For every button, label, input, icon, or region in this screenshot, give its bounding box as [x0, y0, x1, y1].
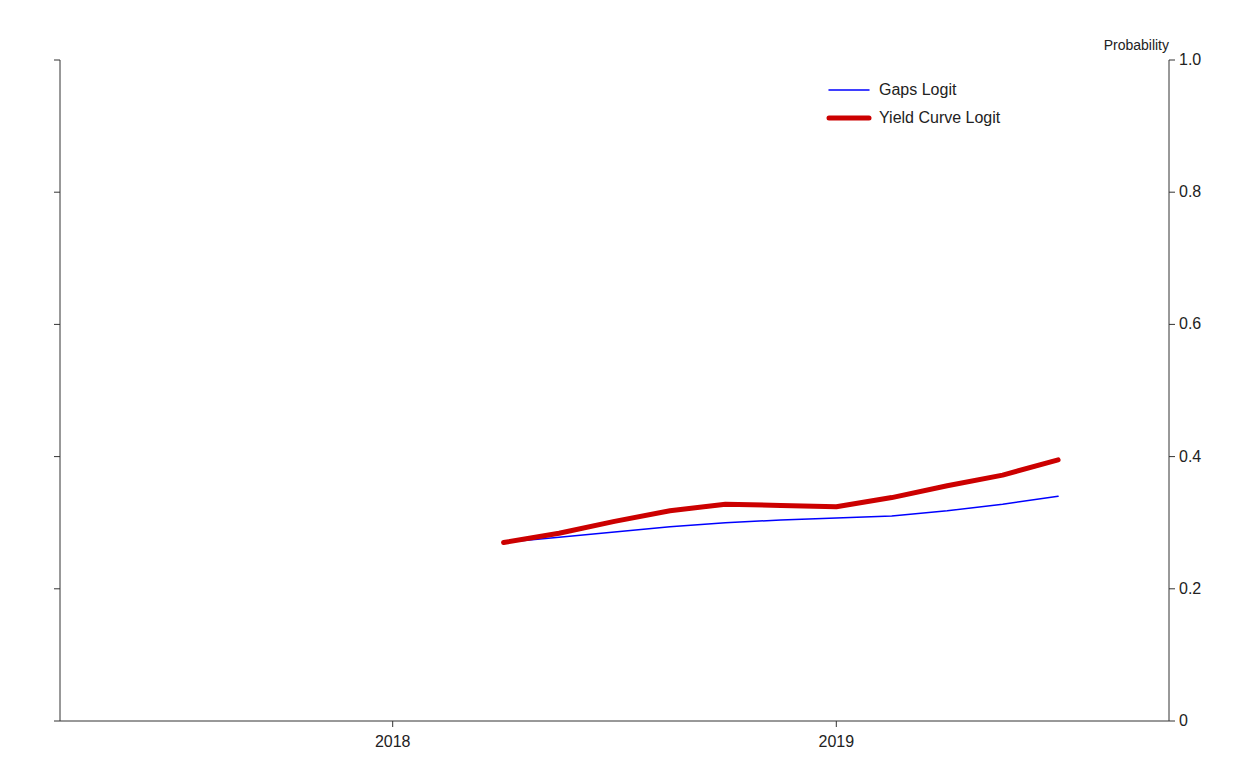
y-tick-label: 0	[1179, 712, 1188, 729]
plot-area	[504, 460, 1059, 543]
legend-swatch	[829, 89, 869, 91]
background	[0, 0, 1259, 781]
y-tick-left	[54, 192, 60, 193]
y-tick-label: 1.0	[1179, 51, 1201, 68]
y-axis-label: Probability	[1104, 37, 1169, 53]
y-tick	[1169, 588, 1175, 589]
y-tick-left	[54, 456, 60, 457]
y-tick-left	[54, 60, 60, 61]
x-tick-label: 2019	[819, 733, 855, 750]
series-line	[504, 460, 1059, 543]
y-tick	[1169, 721, 1175, 722]
legend-swatch	[829, 116, 869, 121]
y-tick	[1169, 324, 1175, 325]
left-axis-line	[60, 60, 61, 721]
x-tick-label: 2018	[375, 733, 411, 750]
y-tick-label: 0.8	[1179, 183, 1201, 200]
legend: Gaps Logit Yield Curve Logit	[829, 81, 1001, 126]
y-tick	[1169, 192, 1175, 193]
y-tick	[1169, 60, 1175, 61]
x-axis-line	[60, 721, 1169, 722]
y-tick	[1169, 456, 1175, 457]
legend-label: Gaps Logit	[879, 81, 957, 98]
y-tick-label: 0.4	[1179, 448, 1201, 465]
x-tick	[392, 721, 393, 727]
y-tick-label: 0.2	[1179, 580, 1201, 597]
y-tick-left	[54, 324, 60, 325]
y-tick-label: 0.6	[1179, 315, 1201, 332]
chart-svg: 2018 2019 0 0.2 0.4 0.6 0.8 1.0 Probability Gaps …	[0, 0, 1259, 781]
y-axis-line	[1169, 60, 1170, 721]
x-tick	[836, 721, 837, 727]
y-tick-left	[54, 721, 60, 722]
chart-container: 2018 2019 0 0.2 0.4 0.6 0.8 1.0 Probability Gaps …	[0, 0, 1259, 781]
legend-label: Yield Curve Logit	[879, 109, 1001, 126]
y-tick-left	[54, 588, 60, 589]
